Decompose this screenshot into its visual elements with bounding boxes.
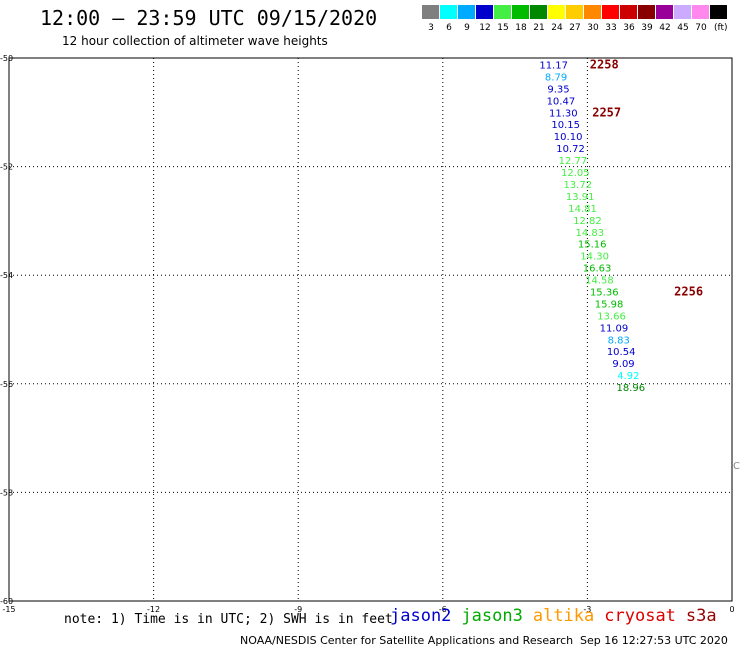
color-swatch-label: 70 — [695, 23, 707, 33]
wave-height-value: 10.10 — [554, 132, 583, 143]
wave-height-value: 9.09 — [612, 359, 634, 370]
satellite-legend-item: s3a — [685, 606, 717, 626]
wave-height-value: 9.35 — [547, 84, 569, 95]
wave-height-value: 12.77 — [559, 156, 588, 167]
wave-height-value: 14.30 — [580, 252, 609, 263]
x-tick-label: 0 — [729, 605, 734, 614]
units-note: note: 1) Time is in UTC; 2) SWH is in fe… — [64, 612, 393, 627]
page-subtitle: 12 hour collection of altimeter wave hei… — [62, 34, 328, 48]
wave-height-value: 10.15 — [551, 120, 580, 131]
wave-height-value: 14.83 — [575, 228, 604, 239]
color-swatch-label: 24 — [551, 23, 563, 33]
wave-height-value: 12.82 — [573, 216, 602, 227]
x-tick-label: -9 — [294, 605, 302, 614]
color-swatch-label: 36 — [623, 23, 635, 33]
x-tick-label: -12 — [147, 605, 160, 614]
color-swatch — [440, 5, 457, 19]
wave-height-value: 15.36 — [590, 287, 619, 298]
satellite-legend-item: cryosat — [604, 606, 676, 626]
grid-lines — [9, 58, 732, 601]
page-title: 12:00 – 23:59 UTC 09/15/2020 — [40, 6, 378, 30]
pass-time-label: 2256 — [674, 284, 703, 298]
color-swatch — [458, 5, 475, 19]
wave-height-value: 4.92 — [617, 371, 639, 382]
x-tick-label: -3 — [583, 605, 591, 614]
wave-height-value: 15.16 — [578, 240, 607, 251]
wave-height-value: 8.79 — [545, 72, 567, 83]
wave-height-value: 14.58 — [585, 276, 614, 287]
wave-height-value: 11.09 — [600, 323, 629, 334]
generated-timestamp: Sep 16 12:27:53 UTC 2020 — [580, 634, 728, 647]
color-swatch — [476, 5, 493, 19]
color-swatch — [548, 5, 565, 19]
color-swatch — [422, 5, 439, 19]
color-swatch-label: 42 — [659, 23, 671, 33]
color-swatch-label: 21 — [533, 23, 545, 33]
color-swatch — [710, 5, 727, 19]
wave-height-value: 16.63 — [583, 264, 612, 275]
color-swatch — [512, 5, 529, 19]
color-swatch-label: 30 — [587, 23, 599, 33]
pass-time-label: 2258 — [590, 58, 619, 72]
edge-mark: C — [733, 461, 740, 472]
color-swatch — [566, 5, 583, 19]
color-swatch — [530, 5, 547, 19]
x-tick-label: -6 — [439, 605, 447, 614]
wave-height-value: 10.72 — [556, 144, 585, 155]
color-swatch — [602, 5, 619, 19]
wave-height-value: 12.05 — [561, 168, 590, 179]
wave-height-value: 15.98 — [595, 299, 624, 310]
satellite-legend: jason2 jason3 altika cryosat s3a — [390, 606, 727, 626]
wave-height-value: 10.47 — [547, 96, 576, 107]
axis-ticks: -15 -12 -9 -6 -3 0 -50 -52 -54 -56 -58 -60 — [0, 54, 735, 614]
wave-height-value: 13.72 — [563, 180, 592, 191]
y-tick-label: -56 — [0, 380, 13, 389]
pass-time-label: 2257 — [592, 105, 621, 119]
color-scale-unit: (ft) — [714, 23, 728, 33]
color-swatch-label: 39 — [641, 23, 653, 33]
satellite-legend-item: altika — [532, 606, 595, 626]
satellite-legend-item: jason2 — [390, 606, 452, 626]
color-swatch — [494, 5, 511, 19]
y-tick-label: -54 — [0, 271, 13, 280]
wave-height-value: 14.81 — [568, 204, 597, 215]
wave-height-value: 10.54 — [607, 347, 636, 358]
color-swatch-label: 15 — [497, 23, 509, 33]
y-tick-label: -58 — [0, 488, 13, 497]
color-swatch — [674, 5, 691, 19]
x-tick-label: -15 — [2, 605, 15, 614]
color-swatch-label: 9 — [464, 23, 470, 33]
wave-height-value: 11.17 — [539, 61, 568, 72]
y-tick-label: -60 — [0, 597, 13, 606]
color-swatch-label: 45 — [677, 23, 689, 33]
wave-height-value: 8.83 — [608, 335, 630, 346]
color-swatch-label: 6 — [446, 23, 452, 33]
color-swatch-label: 27 — [569, 23, 581, 33]
satellite-legend-item: jason3 — [461, 606, 523, 626]
color-swatch-label: 33 — [605, 23, 617, 33]
color-swatch-label: 3 — [428, 23, 434, 33]
wave-height-value: 11.30 — [549, 108, 578, 119]
plot-frame — [8, 57, 733, 602]
wave-height-value: 18.96 — [616, 383, 645, 394]
credit-line: NOAA/NESDIS Center for Satellite Applica… — [240, 634, 574, 647]
wave-height-points: 11.178.799.3510.4711.3010.1510.1010.7212… — [539, 61, 645, 395]
color-swatch-label: 18 — [515, 23, 527, 33]
color-swatch — [656, 5, 673, 19]
color-swatch-label: 12 — [479, 23, 491, 33]
y-tick-label: -50 — [0, 54, 13, 63]
color-swatch — [584, 5, 601, 19]
color-swatch — [638, 5, 655, 19]
color-swatch — [692, 5, 709, 19]
y-tick-label: -52 — [0, 163, 13, 172]
pass-time-labels: 2258 2257 2256 — [590, 58, 703, 299]
wave-height-value: 13.66 — [597, 311, 626, 322]
color-swatch — [620, 5, 637, 19]
wave-height-value: 13.91 — [566, 192, 595, 203]
